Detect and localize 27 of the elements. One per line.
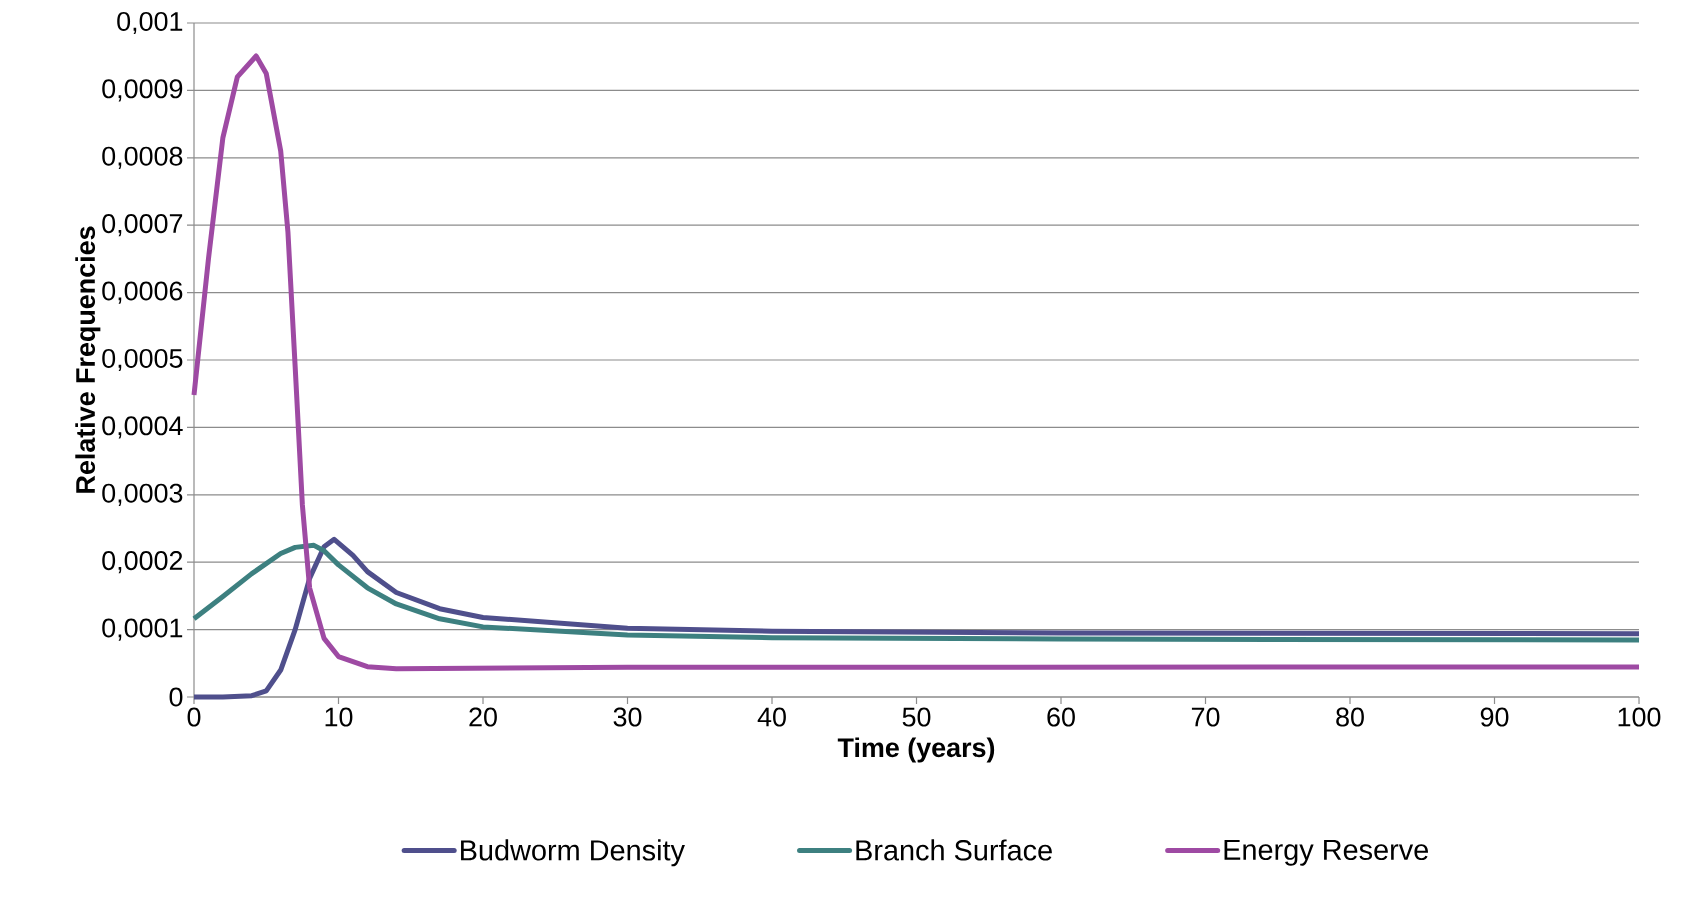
x-tick-label: 30 [613,707,642,727]
legend-label: Budworm Density [461,839,685,867]
y-tick-label: 0,0007 [102,214,183,237]
y-tick-label: 0,0009 [102,79,183,102]
x-tick-label: 20 [469,707,497,727]
x-tick-label: 50 [902,707,931,727]
y-axis-title: Relative Frequencies [75,226,101,493]
legend-label: Energy Reserve [1224,839,1428,866]
y-tick-label: 0,0001 [102,618,183,641]
x-tick-label: 10 [325,707,353,727]
y-tick-label: 0,0008 [102,146,183,169]
x-tick-label: 80 [1336,707,1364,727]
y-tick-label: 0,0006 [102,281,183,304]
x-tick-label: 0 [187,707,201,727]
y-tick-label: 0 [169,687,183,707]
x-tick-label: 100 [1618,707,1661,727]
y-tick-label: 0,0003 [102,483,183,506]
x-tick-label: 90 [1480,707,1509,727]
x-tick-label: 70 [1191,707,1220,727]
y-tick-label: 0,0002 [102,551,183,574]
x-tick-label: 60 [1047,707,1075,727]
y-tick-label: 0,0004 [102,416,183,439]
x-axis-title: Time (years) [837,737,995,763]
y-tick-label: 0,001 [117,11,183,35]
legend-label: Branch Surface [856,839,1052,861]
y-tick-label: 0,0005 [102,348,183,372]
x-tick-label: 40 [757,707,786,727]
